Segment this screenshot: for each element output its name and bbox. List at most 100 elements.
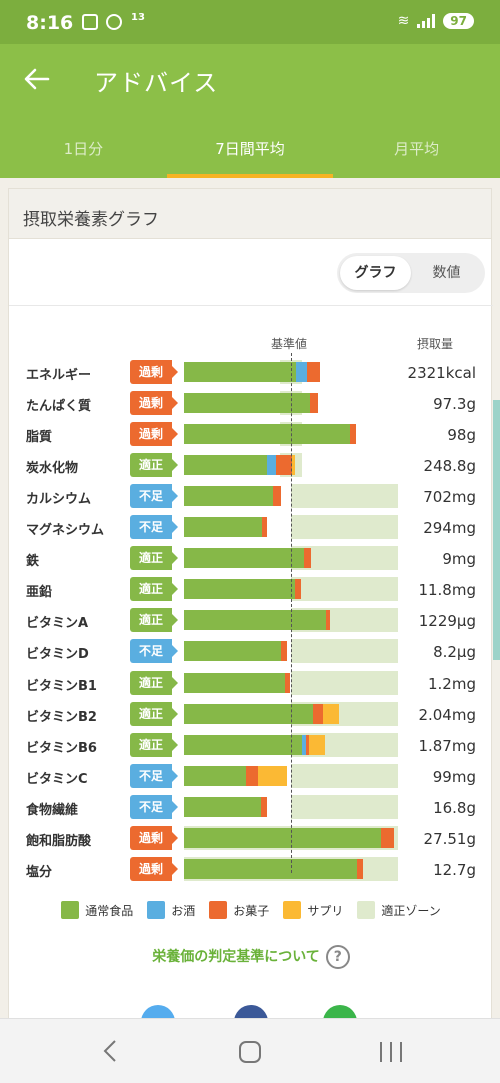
- bar-segment-snack: [272, 486, 282, 507]
- bar-segment-food: [184, 641, 282, 662]
- tab-seven-day-average[interactable]: 7日間平均: [166, 116, 334, 178]
- nav-back-icon[interactable]: [100, 1039, 122, 1063]
- bar-segment-food: [184, 579, 296, 600]
- nutrient-row: ビタミンB1 適正 1.2mg: [9, 670, 493, 697]
- intake-amount: 294mg: [423, 519, 476, 538]
- bar-segment-food: [184, 858, 358, 879]
- intake-amount: 99mg: [432, 767, 476, 786]
- back-arrow-icon[interactable]: [22, 64, 52, 94]
- intake-amount: 8.2μg: [433, 643, 476, 662]
- bar-segment-alcohol: [267, 455, 276, 476]
- bar-segment-food: [184, 672, 285, 693]
- bar-segment-food: [184, 765, 247, 786]
- nutrient-name: カルシウム: [26, 492, 92, 508]
- criteria-link-text[interactable]: 栄養価の判定基準について: [152, 949, 320, 965]
- nutrient-name: エネルギー: [26, 368, 92, 383]
- status-bar: 8:16 13 ≋ 97: [0, 0, 500, 44]
- status-badge: 適正: [130, 732, 178, 757]
- graph-view-button[interactable]: グラフ: [340, 256, 411, 290]
- bar-segment-food: [184, 486, 273, 507]
- nav-recent-apps-icon[interactable]: [380, 1042, 402, 1062]
- status-badge: 不足: [130, 639, 178, 664]
- bar-segment-food: [184, 734, 302, 755]
- bar-segment-snack: [349, 424, 357, 445]
- legend-swatch: [147, 901, 166, 919]
- intake-column-header: 摂取量: [417, 337, 454, 351]
- nutrient-row: ビタミンA 適正 1229μg: [9, 608, 493, 634]
- bar-segment-supplement: [309, 734, 326, 755]
- bar-segment-alcohol: [296, 362, 308, 382]
- proper-zone: [291, 577, 398, 602]
- twitter-share-icon[interactable]: [141, 1005, 175, 1018]
- bar-segment-snack: [281, 641, 287, 662]
- nutrient-name: マグネシウム: [26, 523, 105, 539]
- bar-segment-food: [184, 703, 314, 724]
- bar-segment-food: [184, 517, 263, 538]
- ring-count-icon: 13: [131, 12, 145, 23]
- intake-amount: 2.04mg: [418, 705, 476, 724]
- period-tabs: 1日分 7日間平均 月平均: [0, 116, 500, 178]
- nutrient-name: たんぱく質: [26, 399, 92, 415]
- status-badge: 不足: [130, 484, 178, 509]
- nutrient-name: 鉄: [26, 554, 40, 570]
- proper-zone: [291, 515, 398, 540]
- nav-home-icon[interactable]: [239, 1041, 261, 1063]
- bar-segment-snack: [261, 796, 268, 817]
- intake-amount: 248.8g: [423, 457, 476, 476]
- tab-monthly-average[interactable]: 月平均: [394, 140, 440, 158]
- bar-segment-food: [184, 393, 311, 414]
- bar-segment-snack: [262, 517, 268, 538]
- bar-segment-snack: [276, 455, 293, 476]
- content-area[interactable]: 摂取栄養素グラフ グラフ 数値 基準値 摂取量 エネルギー 過剰 2321kcal た…: [0, 178, 500, 1018]
- question-icon[interactable]: ?: [325, 945, 350, 969]
- status-badge: 適正: [130, 577, 178, 602]
- nutrient-row: 塩分 過剰 12.7g: [9, 856, 493, 883]
- status-badge: 過剰: [130, 422, 178, 447]
- number-view-button[interactable]: 数値: [432, 265, 461, 281]
- bar-segment-snack: [307, 362, 320, 382]
- bar-segment-snack: [303, 548, 312, 569]
- nutrient-name: ビタミンB6: [26, 740, 97, 756]
- app-bar: アドバイス: [0, 44, 500, 116]
- legend-item-zone: 適正ゾーン: [357, 901, 441, 919]
- criteria-link[interactable]: 栄養価の判定基準について?: [9, 945, 493, 969]
- nutrient-row: 亜鉛 適正 11.8mg: [9, 577, 493, 603]
- nutrient-name: 食物繊維: [26, 802, 79, 818]
- line-share-icon[interactable]: [323, 1005, 357, 1018]
- status-badge: 不足: [130, 794, 178, 819]
- nutrient-name: 飽和脂肪酸: [26, 833, 92, 849]
- facebook-share-icon[interactable]: [234, 1005, 268, 1018]
- bar-segment-snack: [305, 734, 310, 755]
- bar-segment-food: [184, 424, 350, 445]
- status-badge: 適正: [130, 608, 178, 633]
- system-nav-bar: [0, 1018, 500, 1083]
- intake-amount: 27.51g: [423, 829, 476, 848]
- proper-zone: [291, 484, 398, 509]
- nutrient-row: ビタミンC 不足 99mg: [9, 763, 493, 790]
- bar-segment-snack: [313, 703, 324, 724]
- nutrient-name: ビタミンB2: [26, 709, 97, 725]
- nutrient-row: 飽和脂肪酸 過剰 27.51g: [9, 825, 493, 852]
- intake-amount: 12.7g: [433, 860, 476, 879]
- legend-item-snack: お菓子: [209, 901, 269, 919]
- tab-one-day[interactable]: 1日分: [63, 140, 104, 158]
- intake-amount: 702mg: [423, 488, 476, 507]
- status-badge: 不足: [130, 515, 178, 540]
- legend-swatch: [209, 901, 228, 919]
- bar-segment-food: [184, 796, 262, 817]
- gallery-icon: [82, 14, 98, 30]
- legend-item-food: 通常食品: [61, 901, 133, 919]
- nutrient-name: ビタミンA: [26, 616, 89, 632]
- nutrient-row: マグネシウム 不足 294mg: [9, 515, 493, 541]
- status-badge: 適正: [130, 670, 178, 695]
- bar-segment-food: [184, 362, 297, 382]
- intake-amount: 1229μg: [418, 612, 476, 631]
- nutrient-name: 塩分: [26, 864, 53, 880]
- legend-swatch: [61, 901, 80, 919]
- nutrient-name: 炭水化物: [26, 461, 79, 477]
- bar-segment-supplement: [323, 703, 340, 724]
- nutrient-row: カルシウム 不足 702mg: [9, 484, 493, 510]
- nutrient-row: エネルギー 過剰 2321kcal: [9, 360, 493, 386]
- scrollbar[interactable]: [493, 400, 500, 660]
- nutrient-row: ビタミンB2 適正 2.04mg: [9, 701, 493, 728]
